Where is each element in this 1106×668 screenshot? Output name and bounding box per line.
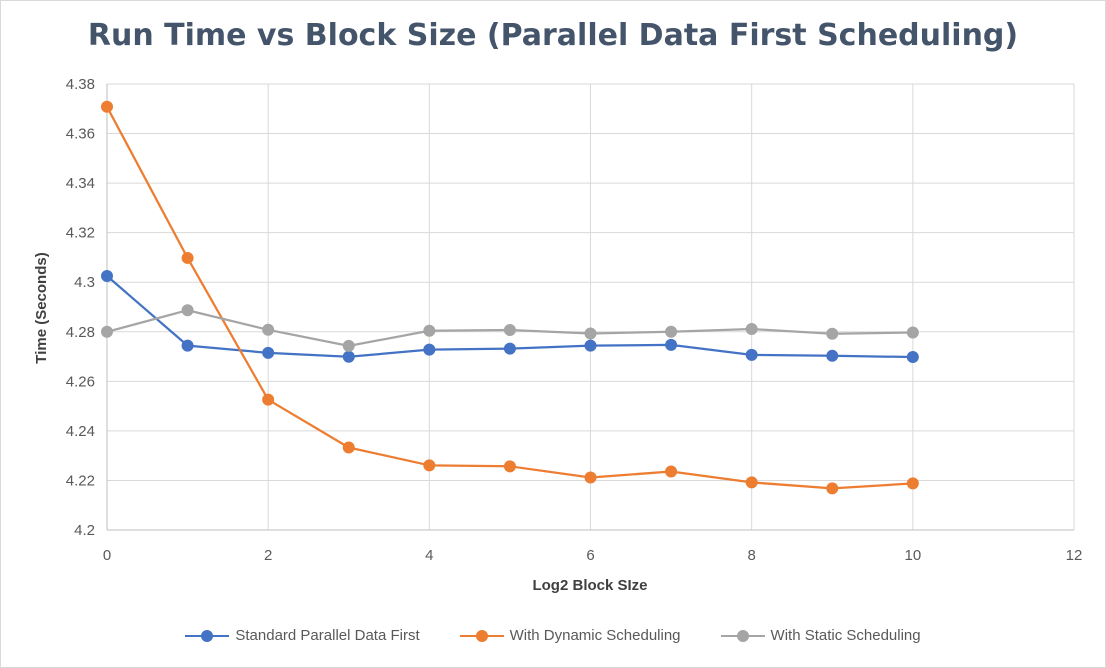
data-point [665, 325, 678, 338]
data-point [181, 251, 194, 264]
data-point [181, 339, 194, 352]
legend-marker-icon [720, 629, 765, 642]
y-tick-label: 4.28 [66, 324, 95, 341]
x-tick-label: 6 [586, 547, 594, 564]
chart-title: Run Time vs Block Size (Parallel Data Fi… [87, 18, 1019, 53]
x-tick-label: 4 [425, 547, 433, 564]
y-tick-label: 4.2 [74, 522, 95, 539]
data-point [262, 323, 275, 336]
legend: Standard Parallel Data First With Dynamic… [0, 627, 1106, 644]
data-point [665, 465, 678, 478]
y-tick-label: 4.26 [66, 373, 95, 390]
data-point [262, 393, 275, 406]
legend-marker-icon [459, 629, 504, 642]
x-tick-label: 12 [1066, 547, 1083, 564]
series-layer [101, 100, 919, 495]
data-point [503, 460, 516, 473]
y-tick-label: 4.24 [66, 423, 95, 440]
data-point [584, 339, 597, 352]
data-point [665, 338, 678, 351]
y-tick-label: 4.3 [74, 274, 95, 291]
data-point [423, 343, 436, 356]
data-point [423, 324, 436, 337]
data-point [101, 325, 113, 338]
data-point [584, 327, 597, 340]
legend-item-standard-parallel-data-first: Standard Parallel Data First [185, 627, 420, 644]
data-point [503, 342, 516, 355]
data-point [181, 304, 194, 317]
data-point [584, 471, 597, 484]
data-point [745, 348, 758, 361]
data-point [826, 482, 839, 495]
gridlines [107, 83, 1075, 530]
data-point [262, 346, 275, 359]
x-tick-label: 0 [103, 547, 111, 564]
legend-label: With Static Scheduling [770, 627, 921, 644]
data-point [342, 339, 355, 352]
x-tick-label: 8 [747, 547, 755, 564]
data-point [745, 476, 758, 489]
data-point [826, 349, 839, 362]
legend-marker-icon [185, 629, 230, 642]
data-point [745, 323, 758, 336]
y-axis-title: Time (Seconds) [33, 252, 50, 363]
data-point [342, 441, 355, 454]
data-point [906, 326, 919, 339]
data-point [423, 459, 436, 472]
y-tick-label: 4.34 [66, 175, 95, 192]
x-axis-title: Log2 Block SIze [532, 577, 647, 594]
legend-item-with-static-scheduling: With Static Scheduling [720, 627, 921, 644]
data-point [906, 477, 919, 490]
axes: 4.2 4.22 4.24 4.26 4.28 4.3 4.32 4.34 4.36 4.38 0 2… [66, 76, 1083, 564]
data-point [906, 351, 919, 364]
legend-label: With Dynamic Scheduling [509, 627, 681, 644]
x-tick-label: 10 [904, 547, 921, 564]
y-tick-label: 4.32 [66, 225, 95, 242]
y-tick-label: 4.36 [66, 126, 95, 143]
legend-label: Standard Parallel Data First [235, 627, 420, 644]
legend-item-with-dynamic-scheduling: With Dynamic Scheduling [459, 627, 681, 644]
y-tick-label: 4.38 [66, 76, 95, 93]
data-point [342, 350, 355, 363]
data-point [503, 324, 516, 337]
x-tick-label: 2 [264, 547, 272, 564]
data-point [101, 270, 113, 283]
data-point [101, 100, 113, 113]
data-point [826, 327, 839, 340]
y-tick-label: 4.22 [66, 472, 95, 489]
